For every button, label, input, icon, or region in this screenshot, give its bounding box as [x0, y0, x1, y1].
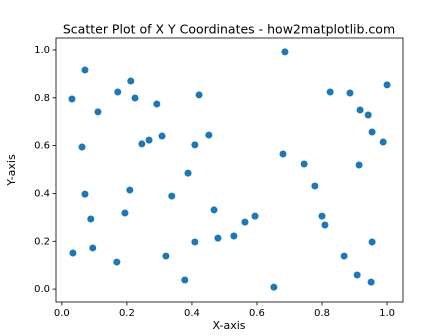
point — [353, 271, 361, 279]
x-tick-label: 0.6 — [249, 308, 265, 319]
point — [131, 94, 139, 102]
point — [68, 95, 76, 103]
x-tick-label: 0.0 — [54, 308, 70, 319]
x-axis-label: X-axis — [213, 319, 246, 332]
point — [368, 128, 376, 136]
point — [153, 100, 161, 108]
point — [346, 89, 354, 97]
x-tick-label: 0.2 — [119, 308, 135, 319]
point — [114, 88, 122, 96]
chart-title: Scatter Plot of X Y Coordinates - how2ma… — [63, 22, 395, 37]
y-tick-label: 0.4 — [34, 188, 50, 199]
y-tick-label: 0.2 — [34, 236, 50, 247]
point — [210, 206, 218, 214]
plot-frame — [55, 37, 404, 303]
point — [184, 169, 192, 177]
point — [326, 88, 334, 96]
point — [230, 232, 238, 240]
point — [181, 276, 189, 284]
point — [145, 136, 153, 144]
point — [87, 215, 95, 223]
point — [251, 212, 259, 220]
point — [89, 244, 97, 252]
point — [368, 238, 376, 246]
point — [318, 212, 326, 220]
point — [383, 81, 391, 89]
point — [340, 252, 348, 260]
point — [281, 48, 289, 56]
y-tick-label: 0.6 — [34, 141, 50, 152]
point — [300, 160, 308, 168]
point — [162, 252, 170, 260]
point — [94, 108, 102, 116]
y-tick-label: 0.8 — [34, 93, 50, 104]
y-axis-label: Y-axis — [5, 154, 18, 187]
point — [127, 77, 135, 85]
point — [214, 234, 222, 242]
point — [191, 238, 199, 246]
point — [195, 91, 203, 99]
point — [191, 141, 199, 149]
point — [321, 221, 329, 229]
point — [241, 218, 249, 226]
point — [126, 186, 134, 194]
x-tick-label: 0.4 — [184, 308, 200, 319]
point — [113, 258, 121, 266]
point — [355, 161, 363, 169]
point — [69, 249, 77, 257]
point — [81, 190, 89, 198]
point — [138, 140, 146, 148]
point — [270, 283, 278, 291]
point — [78, 143, 86, 151]
point — [379, 138, 387, 146]
point — [356, 106, 364, 114]
point — [168, 192, 176, 200]
point — [205, 131, 213, 139]
point — [81, 66, 89, 74]
x-tick-label: 1.0 — [379, 308, 395, 319]
point — [121, 209, 129, 217]
point — [364, 111, 372, 119]
x-tick-label: 0.8 — [314, 308, 330, 319]
y-tick-label: 0.0 — [34, 284, 50, 295]
point — [367, 278, 375, 286]
point — [311, 182, 319, 190]
y-tick-label: 1.0 — [34, 45, 50, 56]
point — [279, 150, 287, 158]
point — [158, 132, 166, 140]
